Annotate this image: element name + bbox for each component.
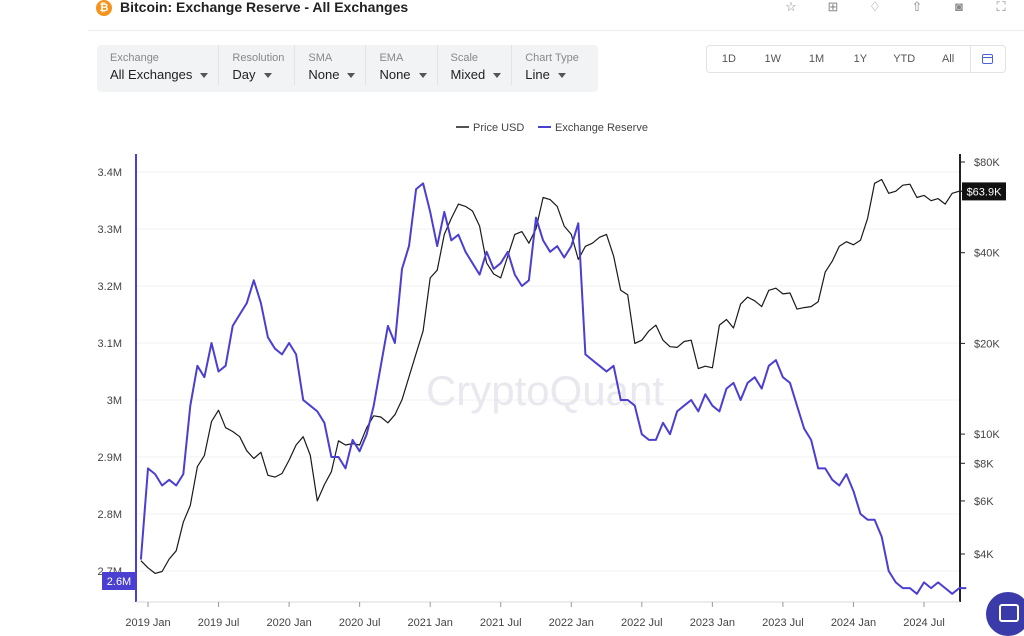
caret-down-icon — [557, 73, 566, 79]
x-tick-label: 2023 Jul — [762, 617, 804, 629]
filter-bar: Exchange All Exchanges Resolution Day SM… — [97, 45, 598, 92]
watermark-text: CryptoQuant — [426, 367, 664, 414]
legend-label-reserve: Exchange Reserve — [555, 122, 648, 134]
chat-support-icon[interactable] — [986, 592, 1024, 636]
y-left-tick-label: 3.1M — [98, 338, 122, 350]
y-left-tick-label: 2.8M — [98, 509, 122, 521]
filter-scale[interactable]: Scale Mixed — [438, 45, 513, 85]
filter-label: EMA — [379, 52, 404, 64]
y-right-tick-label: $40K — [974, 248, 1000, 260]
filter-label: Chart Type — [525, 52, 579, 64]
y-left-tick-label: 3.3M — [98, 224, 122, 236]
series-line-price-usd — [140, 178, 967, 575]
x-tick-label: 2024 Jul — [903, 617, 945, 629]
x-tick-label: 2020 Jul — [339, 617, 381, 629]
page-title: Bitcoin: Exchange Reserve - All Exchange… — [120, 0, 409, 15]
x-tick-label: 2021 Jan — [408, 617, 453, 629]
filter-value: None — [379, 67, 427, 82]
y-right-tick-label: $4K — [974, 549, 994, 561]
header-divider — [88, 30, 1024, 31]
filter-label: SMA — [308, 52, 333, 64]
right-current-value: $63.9K — [967, 186, 1003, 198]
caret-down-icon — [418, 73, 427, 79]
caret-down-icon — [493, 73, 502, 79]
filter-value: All Exchanges — [110, 67, 209, 82]
filter-sma[interactable]: SMA None — [295, 45, 367, 85]
filter-value: Day — [232, 67, 284, 82]
range-1m-button[interactable]: 1M — [808, 53, 825, 65]
range-1w-button[interactable]: 1W — [764, 53, 781, 65]
filter-value: None — [308, 67, 356, 82]
x-tick-label: 2019 Jan — [125, 617, 170, 629]
range-all-button[interactable]: All — [941, 53, 955, 65]
y-left-tick-label: 3.4M — [98, 167, 122, 179]
range-ytd-button[interactable]: YTD — [893, 53, 916, 65]
x-tick-label: 2024 Jan — [831, 617, 876, 629]
header-bar: ₿ Bitcoin: Exchange Reserve - All Exchan… — [0, 0, 1024, 16]
caret-down-icon — [200, 73, 209, 79]
x-tick-label: 2021 Jul — [480, 617, 522, 629]
caret-down-icon — [263, 73, 272, 79]
y-right-tick-label: $80K — [974, 157, 1000, 169]
x-tick-label: 2022 Jan — [549, 617, 594, 629]
legend-label-price: Price USD — [473, 122, 524, 134]
y-left-tick-label: 3M — [107, 395, 122, 407]
left-current-badge — [102, 572, 136, 590]
folder-add-icon[interactable]: ⊞ — [827, 0, 839, 14]
left-current-value: 2.6M — [107, 576, 131, 588]
filter-exchange[interactable]: Exchange All Exchanges — [97, 45, 220, 85]
y-right-tick-label: $8K — [974, 458, 994, 470]
filter-chart-type[interactable]: Chart Type Line — [512, 45, 589, 85]
filter-value: Mixed — [451, 67, 502, 82]
y-left-tick-label: 2.9M — [98, 452, 122, 464]
x-tick-label: 2020 Jan — [266, 617, 311, 629]
exchange-reserve-chart: CryptoQuant2.7M2.8M2.9M3M3.1M3.2M3.3M3.4… — [98, 122, 1006, 629]
time-range-selector: 1D 1W 1M 1Y YTD All — [706, 45, 1006, 73]
header-actions: ☆ ⊞ ♢ ⇧ ◙ ⛶ — [780, 0, 1012, 16]
caret-down-icon — [347, 73, 356, 79]
expand-icon[interactable]: ⛶ — [996, 0, 1006, 14]
y-right-tick-label: $20K — [974, 338, 1000, 350]
filter-label: Exchange — [110, 52, 159, 64]
x-tick-label: 2022 Jul — [621, 617, 663, 629]
right-current-badge — [962, 182, 1006, 201]
filter-label: Resolution — [232, 52, 285, 64]
calendar-icon[interactable] — [969, 46, 1005, 72]
x-tick-label: 2023 Jan — [690, 617, 735, 629]
filter-ema[interactable]: EMA None — [366, 45, 438, 85]
x-tick-label: 2019 Jul — [198, 617, 240, 629]
y-left-tick-label: 3.2M — [98, 281, 122, 293]
y-right-tick-label: $6K — [974, 496, 994, 508]
range-1d-button[interactable]: 1D — [721, 53, 736, 65]
bitcoin-icon: ₿ — [96, 0, 112, 16]
series-line-exchange-reserve — [139, 182, 967, 595]
share-icon[interactable]: ⇧ — [911, 0, 923, 14]
y-right-tick-label: $10K — [974, 429, 1000, 441]
bell-icon[interactable]: ♢ — [869, 0, 881, 14]
camera-icon[interactable]: ◙ — [955, 0, 963, 14]
filter-label: Scale — [450, 52, 479, 64]
star-icon[interactable]: ☆ — [785, 0, 797, 14]
range-1y-button[interactable]: 1Y — [853, 53, 868, 65]
filter-resolution[interactable]: Resolution Day — [219, 45, 296, 85]
filter-value: Line — [525, 67, 579, 82]
